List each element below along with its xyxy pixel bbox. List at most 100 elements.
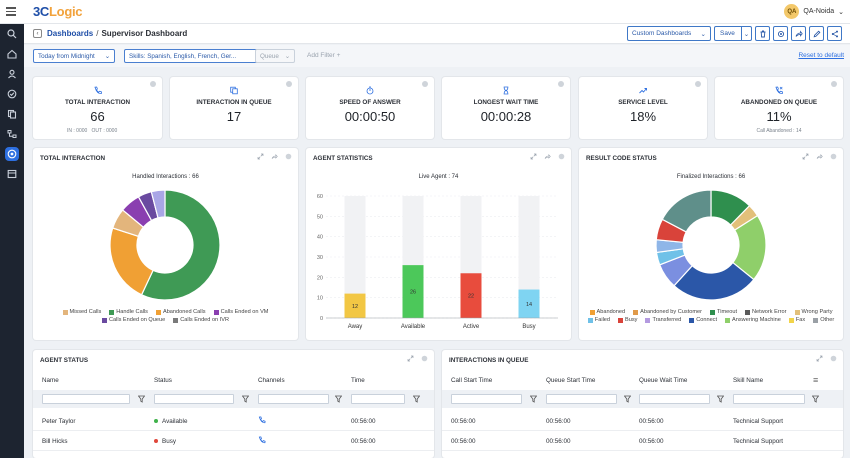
legend-item-wrong-party[interactable]: Wrong Party [794, 309, 833, 315]
legend-item-calls-ended-on-vm[interactable]: Calls Ended on VM [213, 309, 268, 315]
sidebar-item-dashboard[interactable] [0, 144, 24, 164]
legend-item-calls-ended-on-ivr[interactable]: Calls Ended on IVR [173, 317, 229, 323]
column-header-call-start[interactable]: Call Start Time [451, 377, 493, 384]
legend-item-calls-ended-on-queue[interactable]: Calls Ended on Queue [101, 317, 165, 323]
share-arrow-icon[interactable] [544, 153, 551, 159]
info-icon[interactable] [695, 81, 701, 87]
settings-button[interactable] [773, 26, 788, 41]
sidebar-item-copy[interactable] [0, 104, 24, 124]
legend-item-handle-calls[interactable]: Handle Calls [109, 309, 148, 315]
dashboard-select[interactable]: Custom Dashboards ⌄ [627, 26, 711, 41]
sidebar-item-agents[interactable] [0, 64, 24, 84]
info-icon[interactable] [285, 153, 292, 160]
column-header-skill[interactable]: Skill Name [733, 377, 764, 384]
column-header-channels[interactable]: Channels [258, 377, 285, 384]
info-icon[interactable] [286, 81, 292, 87]
status-filter-input[interactable] [154, 394, 234, 404]
sidebar-item-tasks[interactable] [0, 84, 24, 104]
sidebar-item-reports[interactable] [0, 164, 24, 184]
table-row[interactable]: Peter Taylor Available 00:56:00 [33, 411, 434, 431]
legend-item-abandoned[interactable]: Abandoned [589, 309, 625, 315]
expand-icon[interactable] [802, 153, 809, 160]
channels-filter-input[interactable] [258, 394, 329, 404]
filter-icon[interactable] [335, 395, 342, 403]
add-filter-button[interactable]: Add Filter + [307, 52, 341, 59]
slice-handle-calls[interactable] [140, 189, 221, 301]
expand-icon[interactable] [530, 153, 537, 160]
table-row[interactable]: 00:56:00 00:56:00 00:56:00 Technical Sup… [442, 411, 843, 431]
delete-button[interactable] [755, 26, 770, 41]
phone-icon[interactable] [258, 416, 266, 426]
name-filter-input[interactable] [42, 394, 130, 404]
table-row[interactable]: 00:56:00 00:56:00 00:56:00 Technical Sup… [442, 431, 843, 451]
save-button[interactable]: Save ⌄ [714, 26, 752, 41]
legend-item-abandoned-calls[interactable]: Abandoned Calls [155, 309, 206, 315]
legend-item-network-error[interactable]: Network Error [745, 309, 787, 315]
back-icon[interactable]: ‹ [33, 29, 42, 38]
time-filter-input[interactable] [351, 394, 405, 404]
info-icon[interactable] [830, 355, 837, 362]
slice-calls-ended-on-ivr[interactable] [150, 189, 166, 219]
info-icon[interactable] [422, 81, 428, 87]
skills-filter-select[interactable]: Skills: Spanish, English, French, Ger...… [124, 49, 274, 63]
legend-item-failed[interactable]: Failed [587, 317, 610, 323]
queue-filter-select[interactable]: Queue ⌄ [255, 49, 295, 63]
bar-active[interactable] [460, 273, 482, 318]
legend-item-fax[interactable]: Fax [788, 317, 805, 323]
slice-abandoned-calls[interactable] [109, 227, 154, 296]
column-menu-icon[interactable]: ≡ [813, 375, 819, 385]
legend-item-timeout[interactable]: Timeout [710, 309, 737, 315]
filter-icon[interactable] [812, 395, 819, 403]
queue-wait-filter-input[interactable] [639, 394, 710, 404]
queue-start-filter-input[interactable] [546, 394, 617, 404]
filter-icon[interactable] [413, 395, 420, 403]
column-header-name[interactable]: Name [42, 377, 59, 384]
phone-icon[interactable] [258, 436, 266, 446]
filter-icon[interactable] [530, 395, 537, 403]
info-icon[interactable] [831, 81, 837, 87]
share-button[interactable] [791, 26, 806, 41]
export-button[interactable] [827, 26, 842, 41]
skill-filter-input[interactable] [733, 394, 805, 404]
info-icon[interactable] [558, 153, 565, 160]
share-arrow-icon[interactable] [816, 153, 823, 159]
menu-icon[interactable] [6, 7, 16, 16]
bar-available[interactable] [402, 265, 424, 318]
call-start-filter-input[interactable] [451, 394, 522, 404]
column-header-status[interactable]: Status [154, 377, 172, 384]
info-icon[interactable] [150, 81, 156, 87]
table-row[interactable]: Bill Hicks Busy 00:56:00 [33, 431, 434, 451]
sidebar-item-flows[interactable] [0, 124, 24, 144]
column-header-time[interactable]: Time [351, 377, 365, 384]
expand-icon[interactable] [407, 355, 414, 362]
bar-busy[interactable] [518, 289, 540, 318]
sidebar-item-search[interactable] [0, 24, 24, 44]
edit-button[interactable] [809, 26, 824, 41]
column-header-queue-wait[interactable]: Queue Wait Time [639, 377, 688, 384]
breadcrumb-dashboards[interactable]: Dashboards [47, 29, 94, 38]
reset-to-default-link[interactable]: Reset to default [798, 52, 844, 59]
filter-icon[interactable] [624, 395, 631, 403]
legend-item-missed-calls[interactable]: Missed Calls [62, 309, 101, 315]
filter-icon[interactable] [717, 395, 724, 403]
filter-icon[interactable] [242, 395, 249, 403]
user-menu[interactable]: QA QA-Noida ⌄ [784, 4, 844, 19]
column-header-queue-start[interactable]: Queue Start Time [546, 377, 596, 384]
sidebar-item-home[interactable] [0, 44, 24, 64]
expand-icon[interactable] [257, 153, 264, 160]
bar-away[interactable] [344, 293, 366, 318]
slice-timeout[interactable] [661, 189, 712, 233]
legend-item-transferred[interactable]: Transferred [645, 317, 681, 323]
legend-item-connect[interactable]: Connect [689, 317, 717, 323]
expand-icon[interactable] [816, 355, 823, 362]
share-arrow-icon[interactable] [271, 153, 278, 159]
filter-icon[interactable] [138, 395, 145, 403]
chevron-down-icon[interactable]: ⌄ [740, 27, 751, 40]
legend-item-other[interactable]: Other [813, 317, 834, 323]
info-icon[interactable] [421, 355, 428, 362]
info-icon[interactable] [558, 81, 564, 87]
legend-item-busy[interactable]: Busy [618, 317, 637, 323]
time-filter-select[interactable]: Today from Midnight ⌄ [33, 49, 115, 63]
info-icon[interactable] [830, 153, 837, 160]
legend-item-answering-machine[interactable]: Answering Machine [725, 317, 781, 323]
